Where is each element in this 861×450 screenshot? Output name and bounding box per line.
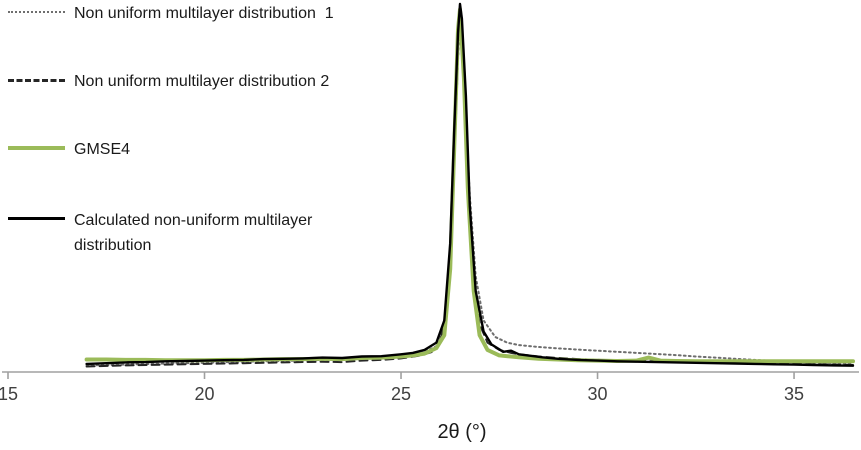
x-axis-title: 2θ (°) (437, 421, 486, 443)
x-tick-label: 30 (588, 384, 608, 404)
dashed-line-swatch (8, 79, 65, 82)
solid-black-line-swatch (8, 217, 65, 220)
dotted-line-swatch (8, 11, 65, 13)
green-line-swatch (8, 146, 65, 150)
x-tick-label: 35 (784, 384, 804, 404)
legend-label-calc: Calculated non-uniform multilayer distri… (74, 212, 317, 254)
legend-item-gmse4: GMSE4 (8, 138, 130, 163)
series-line-calc (85, 2, 855, 367)
legend-item-dist1: Non uniform multilayer distribution 1 (8, 2, 334, 27)
x-tick-label: 20 (194, 384, 214, 404)
legend-label-dist2: Non uniform multilayer distribution 2 (74, 73, 330, 90)
legend-item-dist2: Non uniform multilayer distribution 2 (8, 70, 329, 95)
legend-label-gmse4: GMSE4 (74, 141, 131, 158)
x-tick-label: 15 (0, 384, 18, 404)
legend-label-dist1: Non uniform multilayer distribution 1 (74, 5, 334, 22)
x-tick-label: 25 (391, 384, 411, 404)
legend-item-calc: Calculated non-uniform multilayer distri… (8, 209, 336, 259)
